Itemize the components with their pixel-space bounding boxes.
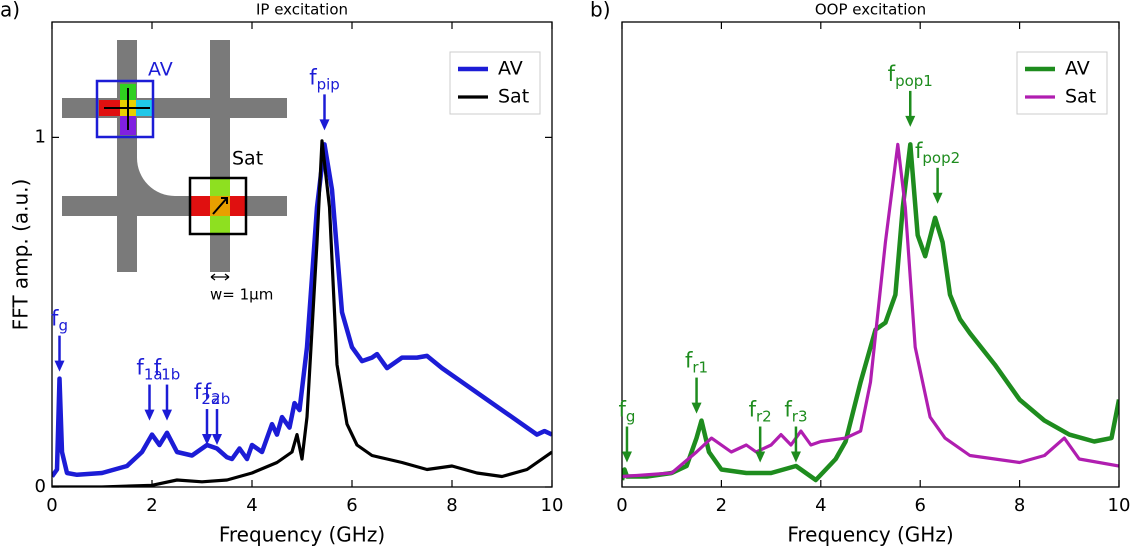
- x-tick-label: 2: [716, 495, 727, 516]
- x-tick-label: 2: [146, 495, 157, 516]
- annotation-sub: r2: [756, 407, 772, 425]
- annotation-sub: g: [58, 316, 68, 334]
- legend-label: Sat: [1065, 86, 1096, 108]
- annotation-arrowhead: [54, 360, 65, 372]
- x-tick-label: 0: [616, 495, 627, 516]
- annotation: fr2: [749, 398, 772, 426]
- width-arrow: [210, 273, 230, 281]
- legend-label: AV: [498, 58, 523, 80]
- annotation-arrowhead: [621, 451, 632, 463]
- annotation-arrowhead: [932, 192, 943, 204]
- annotation-label: f: [309, 65, 317, 89]
- annotation-sub: 2a: [201, 390, 220, 408]
- annotation-label: f: [915, 139, 923, 163]
- inset-label: AV: [148, 59, 173, 81]
- annotation-sub: 1a: [144, 365, 163, 383]
- annotation: f2b: [204, 380, 230, 408]
- legend-box: [449, 51, 541, 115]
- series-line: [622, 142, 1119, 483]
- annotation-arrowhead: [144, 409, 155, 421]
- series-line: [622, 142, 1119, 479]
- x-tick-label: 8: [446, 495, 457, 516]
- annotation: f1a: [136, 356, 162, 384]
- annotation-arrowhead: [202, 434, 212, 446]
- legend-label: Sat: [498, 86, 529, 108]
- plot-frame: [621, 21, 1120, 488]
- series-line: [52, 142, 552, 478]
- annotation-sub: pop2: [922, 148, 960, 166]
- legend-box: [1016, 51, 1108, 115]
- x-tick-label: 10: [541, 495, 564, 516]
- panel: a) IP excitation Frequency (GHz) FFT amp. (…: [0, 0, 563, 547]
- sat-box: [188, 176, 248, 236]
- panel-title: IP excitation: [256, 1, 348, 19]
- x-tick-label: 4: [815, 495, 826, 516]
- annotation-sub: r1: [692, 358, 708, 376]
- panel-title: OOP excitation: [815, 1, 926, 19]
- x-tick-label: 10: [1108, 495, 1131, 516]
- annotation-arrowhead: [212, 434, 222, 446]
- x-axis-label: Frequency (GHz): [219, 523, 385, 547]
- annotation: fpop2: [915, 139, 960, 167]
- x-tick-label: 6: [914, 495, 925, 516]
- annotation-arrowhead: [162, 409, 172, 421]
- legend-label: AV: [1065, 58, 1090, 80]
- inset-label: w= 1μm: [210, 286, 273, 304]
- annotation: f1b: [154, 356, 180, 384]
- annotation-sub: r3: [792, 407, 808, 425]
- annotation-label: f: [194, 380, 202, 404]
- annotation-sub: g: [626, 407, 636, 425]
- strip: [117, 40, 137, 272]
- annotation: fpop1: [888, 62, 933, 90]
- annotation-arrowhead: [755, 451, 766, 463]
- annotation-label: f: [51, 307, 59, 331]
- y-axis-label: FFT amp. (a.u.): [9, 179, 33, 331]
- arrows: [104, 88, 150, 130]
- arrow: [212, 197, 228, 215]
- annotation-sub: pop1: [895, 71, 933, 89]
- annotation-arrowhead: [319, 119, 330, 131]
- annotation: fg: [51, 307, 68, 335]
- x-tick-label: 0: [46, 495, 57, 516]
- x-tick-label: 6: [346, 495, 357, 516]
- annotation-label: f: [154, 356, 162, 380]
- panel-label: b): [590, 0, 611, 22]
- annotation-arrowhead: [790, 451, 801, 463]
- annotation-sub: 2b: [211, 390, 230, 408]
- x-axis-label: Frequency (GHz): [787, 523, 953, 547]
- annotation: fg: [619, 398, 636, 426]
- annotation-label: f: [204, 380, 212, 404]
- panel-label: a): [0, 0, 20, 22]
- annotation: f2a: [194, 380, 220, 408]
- annotation: fpip: [309, 65, 340, 93]
- annotation-label: f: [784, 398, 792, 422]
- y-tick-label: 0: [35, 476, 46, 497]
- cutout: [137, 118, 210, 196]
- annotation: fr1: [685, 349, 708, 377]
- annotation-sub: pip: [317, 75, 340, 93]
- inset-label: Sat: [232, 148, 263, 170]
- av-box: [95, 79, 155, 139]
- series-line: [52, 139, 552, 487]
- strip: [62, 196, 287, 216]
- annotation-arrowhead: [905, 115, 916, 127]
- annotation: fr3: [784, 398, 807, 426]
- y-tick-label: 1: [35, 126, 46, 147]
- inset: AV Sat w= 1μm: [62, 40, 287, 304]
- annotation-label: f: [685, 349, 693, 373]
- annotation-label: f: [619, 398, 627, 422]
- strip: [210, 40, 230, 272]
- plot-frame: [51, 21, 553, 488]
- annotation-label: f: [749, 398, 757, 422]
- annotation-arrowhead: [691, 402, 702, 414]
- annotation-sub: 1b: [161, 365, 180, 383]
- x-tick-label: 4: [246, 495, 257, 516]
- annotation-label: f: [136, 356, 144, 380]
- annotation-label: f: [888, 62, 896, 86]
- x-tick-label: 8: [1014, 495, 1025, 516]
